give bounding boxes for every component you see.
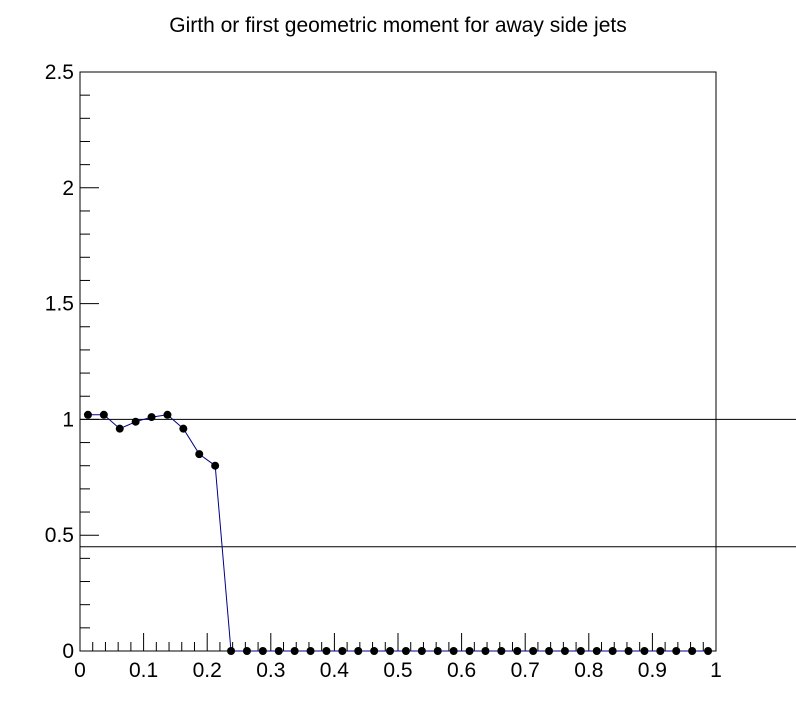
x-tick-label: 0.8 xyxy=(574,659,603,682)
data-point xyxy=(227,647,236,655)
data-point xyxy=(672,647,681,655)
y-tick-label: 1.5 xyxy=(45,293,74,316)
data-point xyxy=(322,647,331,655)
data-point xyxy=(99,410,108,419)
data-point xyxy=(704,647,713,655)
data-point xyxy=(195,450,204,459)
series-line xyxy=(88,414,709,652)
data-point xyxy=(290,647,299,655)
data-point xyxy=(545,647,554,655)
x-tick-label: 0.5 xyxy=(383,659,412,682)
x-tick-label: 0.4 xyxy=(320,659,350,682)
data-point xyxy=(513,647,522,655)
data-point xyxy=(465,647,474,655)
reference-lines xyxy=(80,418,796,548)
data-point xyxy=(608,647,617,655)
y-tick-label: 2 xyxy=(62,177,74,200)
data-point xyxy=(147,413,156,422)
data-point xyxy=(497,647,506,655)
data-point xyxy=(624,647,633,655)
y-tick-label: 0.5 xyxy=(45,524,74,547)
data-point xyxy=(115,424,124,433)
x-tick-label: 0 xyxy=(74,659,86,682)
data-point xyxy=(354,647,363,655)
x-tick-label: 0.6 xyxy=(447,659,476,682)
data-point xyxy=(640,647,649,655)
data-point xyxy=(417,647,426,655)
data-point xyxy=(592,647,601,655)
chart-title: Girth or first geometric moment for away… xyxy=(169,14,626,37)
y-tick-label: 0 xyxy=(62,640,74,663)
y-tick-label: 1 xyxy=(62,408,74,431)
data-point xyxy=(338,647,347,655)
data-point xyxy=(560,647,569,655)
data-point xyxy=(401,647,410,655)
data-point xyxy=(529,647,538,655)
data-point xyxy=(211,461,220,470)
data-point xyxy=(656,647,665,655)
plot-frame xyxy=(79,71,717,652)
data-point xyxy=(386,647,395,655)
data-point xyxy=(481,647,490,655)
data-point xyxy=(258,647,267,655)
data-point xyxy=(688,647,697,655)
x-tick-label: 0.7 xyxy=(511,659,540,682)
data-point xyxy=(242,647,251,655)
x-tick-label: 1 xyxy=(710,659,722,682)
data-point xyxy=(433,647,442,655)
x-tick-label: 0.9 xyxy=(638,659,667,682)
data-point xyxy=(131,417,140,426)
data-point xyxy=(83,410,92,419)
axis-ticks xyxy=(79,71,717,652)
data-point xyxy=(576,647,585,655)
x-tick-label: 0.1 xyxy=(129,659,158,682)
data-point xyxy=(179,424,188,433)
x-tick-label: 0.3 xyxy=(256,659,285,682)
data-series xyxy=(83,410,713,655)
data-point xyxy=(163,410,172,419)
data-point xyxy=(449,647,458,655)
x-tick-label: 0.2 xyxy=(193,659,222,682)
y-tick-label: 2.5 xyxy=(45,61,74,84)
axis-tick-labels: 0 0.1 0.2 0.3 0.4 0.5 0.6 0.7 0.8 0.9 1 0 0.5 1 1.5 2 2.… xyxy=(45,61,722,682)
data-point xyxy=(274,647,283,655)
data-point xyxy=(306,647,315,655)
data-point xyxy=(370,647,379,655)
